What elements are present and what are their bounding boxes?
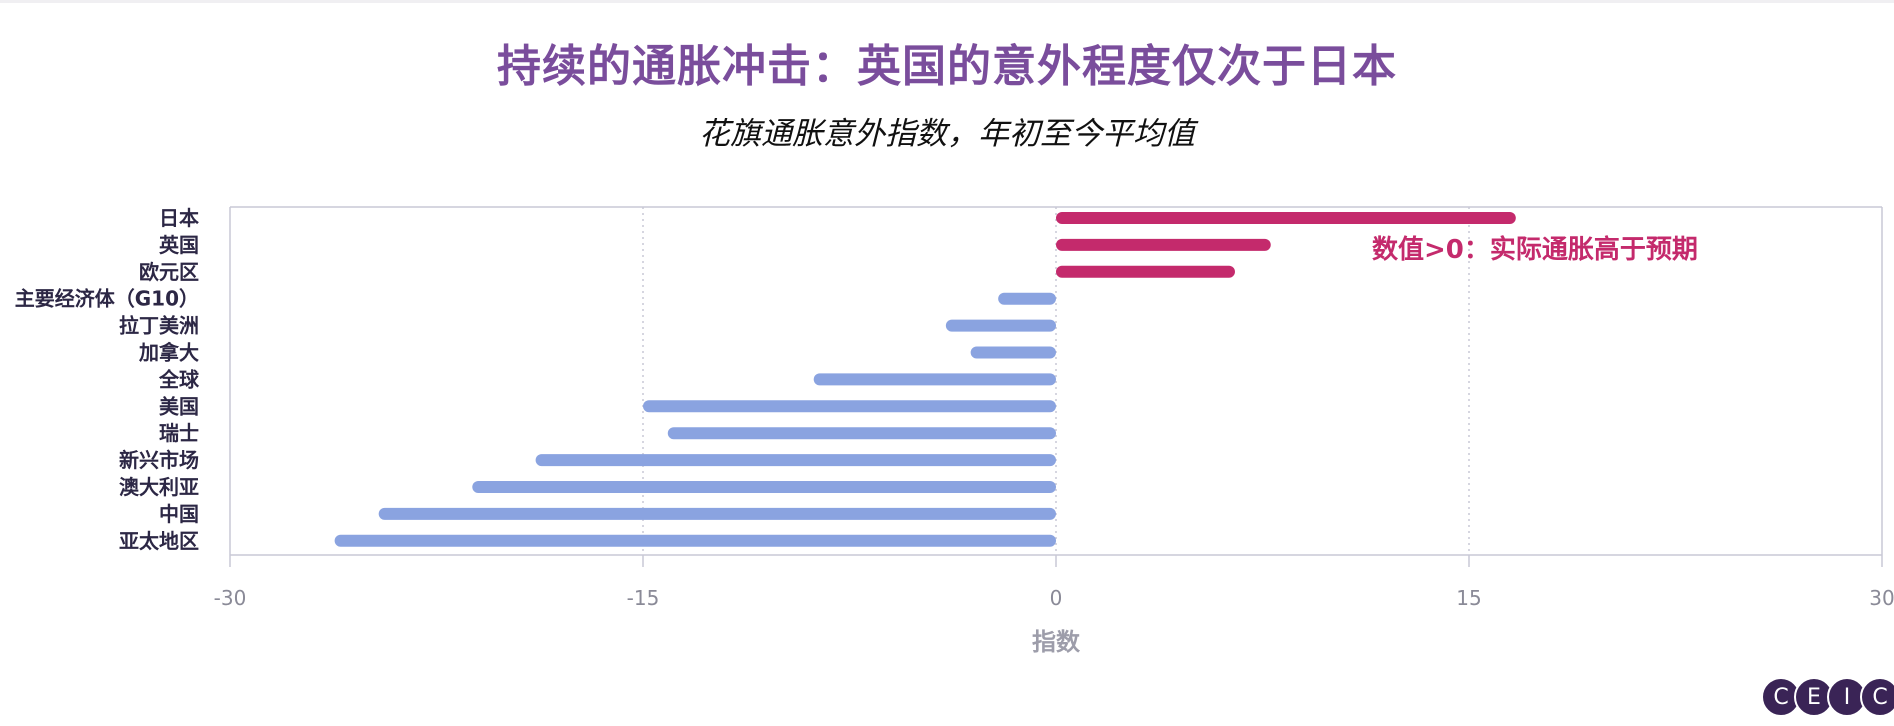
category-label: 全球 xyxy=(158,367,200,391)
category-label: 澳大利亚 xyxy=(119,475,199,499)
positive-annotation: 数值>0：实际通胀高于预期 xyxy=(1372,234,1698,265)
bars xyxy=(334,212,1516,547)
axes xyxy=(229,206,1883,567)
gridlines xyxy=(642,207,1470,555)
category-label: 新兴市场 xyxy=(119,448,199,472)
x-tick-label: 30 xyxy=(1869,586,1894,610)
bar xyxy=(334,534,1056,547)
x-tick-labels: -30 -15 0 15 30 xyxy=(214,586,1894,610)
logo-letter: C xyxy=(1761,677,1801,717)
category-label: 主要经济体（G10） xyxy=(15,287,199,311)
category-label: 英国 xyxy=(159,233,199,257)
logo-letter: I xyxy=(1827,677,1867,717)
logo-letter: C xyxy=(1860,677,1894,717)
bar xyxy=(667,427,1056,440)
category-label: 亚太地区 xyxy=(119,529,199,553)
x-tick-label: 15 xyxy=(1456,586,1481,610)
x-axis-label: 指数 xyxy=(1032,628,1081,656)
category-label: 欧元区 xyxy=(139,260,199,284)
category-label: 加拿大 xyxy=(138,341,199,365)
chart-title: 持续的通胀冲击：英国的意外程度仅次于日本 xyxy=(497,41,1397,92)
bar xyxy=(378,507,1056,520)
bar xyxy=(813,373,1056,386)
x-tick-label: -30 xyxy=(214,586,247,610)
category-label: 中国 xyxy=(159,502,199,526)
category-label: 瑞士 xyxy=(159,421,199,445)
bar xyxy=(970,346,1056,359)
category-label: 拉丁美洲 xyxy=(119,314,199,338)
logo-letter: E xyxy=(1794,677,1834,717)
ceic-logo: C E I C xyxy=(1761,677,1894,717)
bar xyxy=(1056,265,1235,278)
chart-subtitle: 花旗通胀意外指数，年初至今平均值 xyxy=(699,116,1195,152)
x-tick-label: -15 xyxy=(627,586,660,610)
bar xyxy=(535,454,1056,467)
top-border xyxy=(0,0,1894,3)
bar xyxy=(998,292,1056,305)
bar xyxy=(945,319,1056,332)
bar xyxy=(1056,212,1516,224)
category-label: 日本 xyxy=(159,206,199,230)
x-tick-label: 0 xyxy=(1050,586,1063,610)
category-label: 美国 xyxy=(159,394,199,418)
bar xyxy=(1056,238,1271,251)
bar xyxy=(643,400,1056,413)
bar xyxy=(472,481,1056,493)
